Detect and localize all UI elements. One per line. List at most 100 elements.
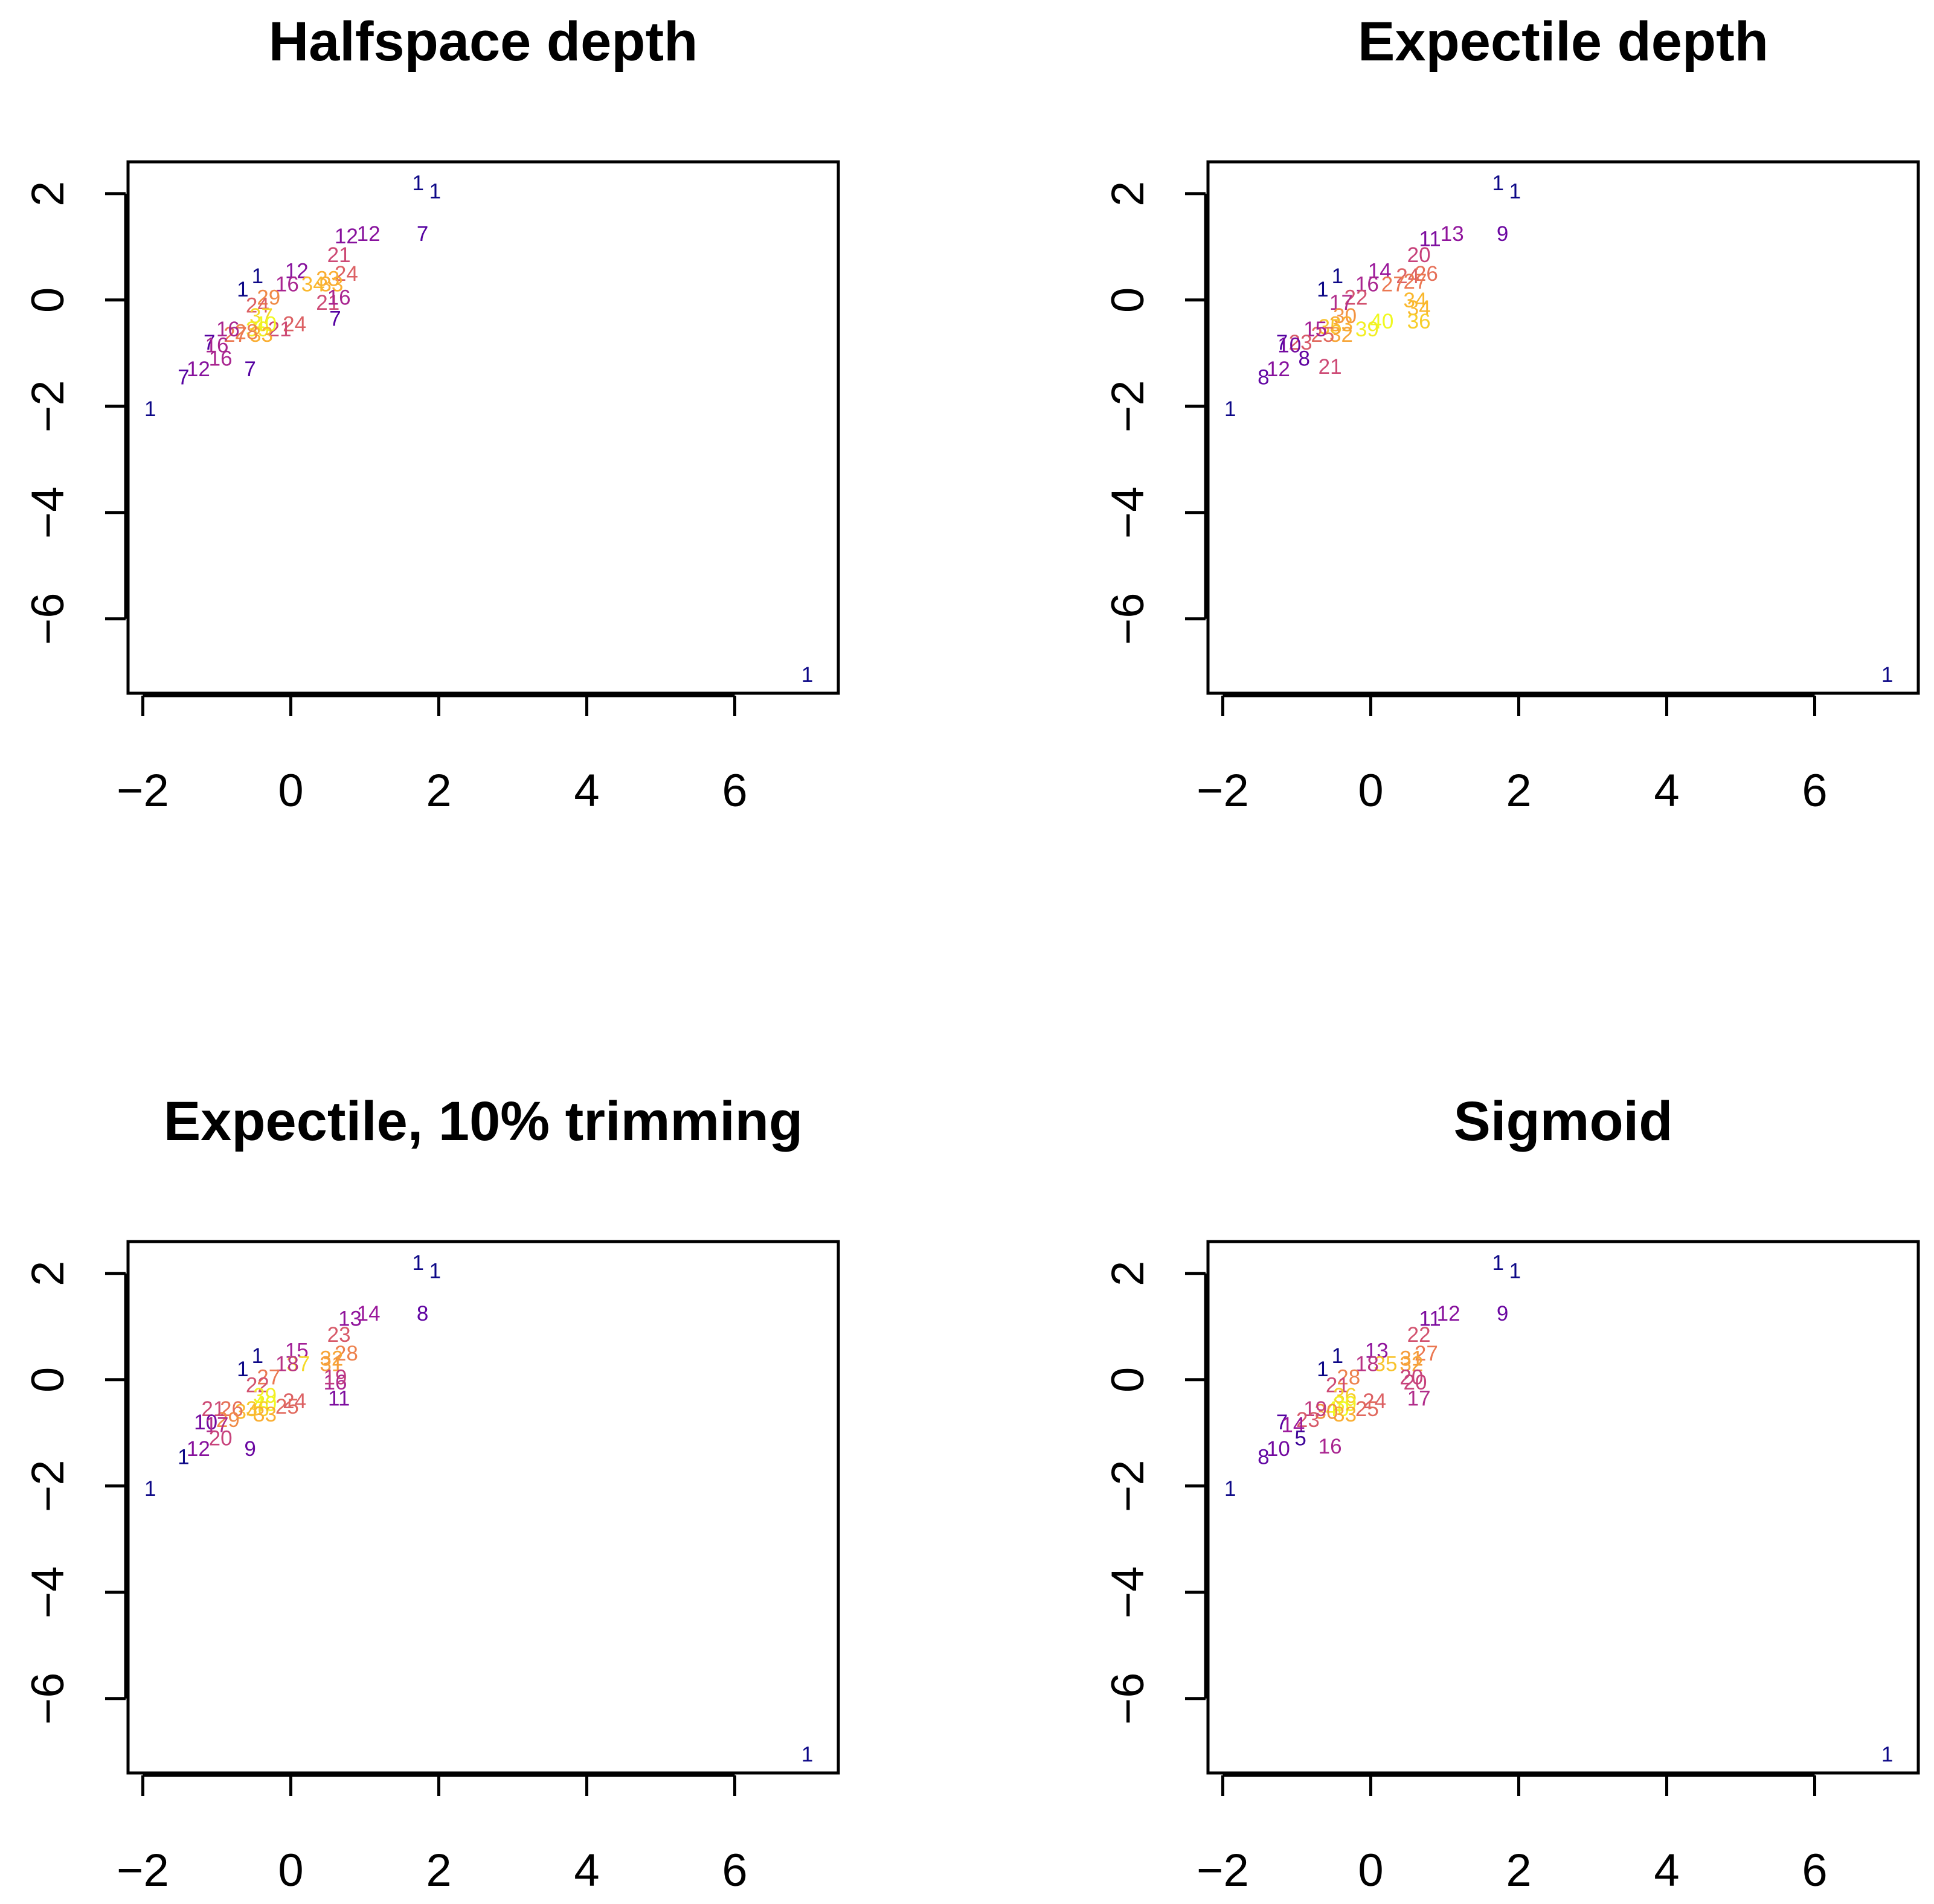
data-point-label: 20 — [1404, 1371, 1427, 1394]
data-point-label: 32 — [1329, 323, 1353, 347]
y-tick-label: −2 — [22, 1460, 74, 1512]
chart-panel-3: Expectile, 10% trimming−2 0 2 4 6−6−4−202 1 18… — [22, 1091, 840, 1896]
data-point-label: 14 — [1281, 1414, 1305, 1437]
y-tick-label: −4 — [1102, 1566, 1154, 1618]
data-point-label: 20 — [1399, 1365, 1423, 1389]
x-tick-label: 6 — [722, 1845, 747, 1896]
data-point-label: 1 — [252, 1344, 263, 1368]
data-point-label: 10 — [1267, 1437, 1290, 1461]
y-tick-label: −4 — [1102, 486, 1154, 539]
x-tick-label: −2 — [1197, 765, 1249, 816]
data-point-label: 1 — [237, 1357, 248, 1381]
x-tick-label: −2 — [117, 1845, 169, 1896]
data-point-label: 20 — [209, 1427, 233, 1450]
data-point-label: 7 — [244, 357, 255, 381]
data-point-label: 1 — [144, 397, 156, 421]
chart-title: Expectile, 10% trimming — [164, 1091, 803, 1152]
y-tick-label: −6 — [22, 1672, 74, 1725]
data-point-label: 25 — [275, 1395, 299, 1418]
data-point-label: 15 — [1303, 318, 1327, 341]
data-point-label: 39 — [1355, 318, 1379, 341]
y-tick-label: 2 — [1102, 181, 1154, 207]
data-point-label: 23 — [327, 1323, 351, 1347]
data-point-label: 19 — [324, 1365, 347, 1389]
chart-panel-1: Halfspace depth−2 0 2 4 6−6−4−202 1 1712122112… — [22, 11, 840, 816]
data-point-label: 1 — [1317, 1357, 1328, 1381]
x-tick-label: 4 — [1654, 765, 1679, 816]
plot-frame — [1206, 1240, 1920, 1775]
data-point-label: 13 — [1365, 1339, 1389, 1362]
chart-title: Sigmoid — [1454, 1091, 1673, 1152]
y-tick-label: −6 — [1102, 1672, 1154, 1725]
data-point-label: 27 — [1381, 272, 1405, 296]
data-point-label: 17 — [1407, 1387, 1431, 1411]
data-point-label: 9 — [1497, 222, 1508, 246]
x-tick-label: 0 — [278, 765, 303, 816]
data-point-label: 10 — [194, 1411, 217, 1434]
data-point-label: 1 — [1224, 397, 1236, 421]
data-point-label: 21 — [1319, 355, 1342, 379]
data-point-label: 21 — [268, 318, 292, 341]
data-point-label: 40 — [1370, 310, 1393, 333]
y-tick-label: 0 — [1102, 287, 1154, 313]
data-point-label: 7 — [1276, 331, 1288, 354]
data-point-label: 1 — [429, 1259, 441, 1283]
x-tick-label: 2 — [426, 1845, 451, 1896]
x-tick-label: 0 — [1358, 1845, 1383, 1896]
plot-frame — [126, 1240, 840, 1775]
data-point-label: 14 — [1368, 259, 1392, 283]
data-point-label: 16 — [209, 347, 233, 371]
data-point-label: 26 — [1415, 262, 1438, 286]
data-point-label: 28 — [1337, 1365, 1360, 1389]
data-point-label: 19 — [1303, 1397, 1327, 1421]
data-point-label: 16 — [216, 318, 240, 341]
y-tick-label: 2 — [22, 181, 74, 207]
data-point-label: 7 — [1276, 1411, 1288, 1434]
plot-frame — [1206, 160, 1920, 695]
data-point-label: 34 — [235, 1400, 259, 1424]
data-point-label: 16 — [205, 334, 229, 357]
data-point-label: 12 — [1267, 357, 1290, 381]
data-point-label: 11 — [328, 1387, 350, 1411]
data-point-label: 33 — [253, 1403, 277, 1426]
data-point-label: 1 — [1332, 264, 1343, 288]
data-point-label: 13 — [338, 1307, 362, 1331]
data-point-label: 9 — [1497, 1302, 1508, 1325]
data-point-label: 24 — [283, 312, 306, 336]
data-point-label: 40 — [253, 312, 277, 336]
y-tick-label: −6 — [22, 592, 74, 645]
x-tick-label: 4 — [574, 765, 599, 816]
data-point-label: 36 — [246, 1397, 269, 1421]
data-point-label: 31 — [320, 1352, 343, 1376]
data-point-label: 1 — [1492, 1251, 1503, 1275]
data-point-label: 17 — [205, 1414, 229, 1437]
data-point-label: 27 — [1404, 270, 1427, 293]
data-point-label: 32 — [320, 1347, 343, 1371]
data-point-label: 27 — [223, 323, 247, 347]
y-tick-label: 2 — [1102, 1261, 1154, 1286]
x-tick-label: 6 — [722, 765, 747, 816]
data-point-label: 20 — [1407, 243, 1431, 267]
y-tick-label: −2 — [22, 380, 74, 432]
data-point-label: 32 — [1399, 1352, 1423, 1376]
data-point-label: 36 — [1333, 1384, 1357, 1408]
data-point-label: 8 — [1299, 347, 1310, 371]
data-point-label: 12 — [357, 222, 381, 246]
data-point-label: 1 — [1509, 1259, 1521, 1283]
data-point-label: 9 — [244, 1437, 255, 1461]
data-point-label: 39 — [246, 318, 269, 341]
y-tick-label: 0 — [22, 1367, 74, 1393]
data-point-label: 18 — [1355, 1352, 1379, 1376]
data-point-label: 24 — [246, 294, 269, 318]
data-point-label: 37 — [249, 304, 273, 328]
data-point-label: 5 — [1294, 1427, 1306, 1450]
x-tick-label: 2 — [426, 765, 451, 816]
data-point-label: 24 — [1396, 264, 1419, 288]
x-tick-label: 6 — [1802, 765, 1827, 816]
y-tick-label: −4 — [22, 486, 74, 539]
data-point-label: 8 — [417, 1302, 428, 1325]
y-tick-label: −6 — [1102, 592, 1154, 645]
x-tick-label: 4 — [1654, 1845, 1679, 1896]
data-point-label: 22 — [246, 1374, 269, 1397]
